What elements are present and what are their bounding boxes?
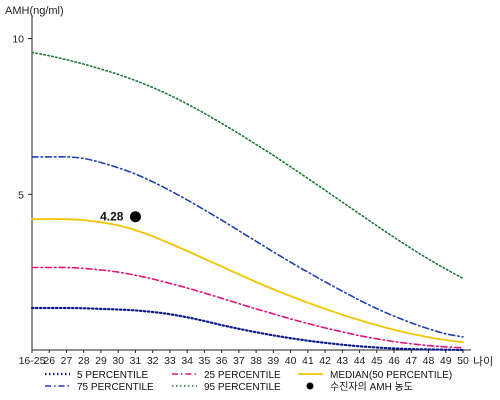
x-tick-label: 36 bbox=[216, 355, 228, 367]
legend-label: 수진자의 AMH 농도 bbox=[330, 381, 413, 393]
x-tick-label: 27 bbox=[61, 355, 73, 367]
series-layer bbox=[30, 51, 465, 352]
x-tick-label: 43 bbox=[336, 355, 348, 367]
x-tick-label: 46 bbox=[388, 355, 400, 367]
legend-label: 25 PERCENTILE bbox=[204, 370, 281, 381]
y-tick-label: 10 bbox=[12, 34, 24, 46]
x-tick-label: 42 bbox=[319, 355, 331, 367]
patient-amh-point bbox=[129, 211, 141, 223]
y-axis-title: AMH(ng/ml) bbox=[5, 5, 64, 17]
x-tick-label: 44 bbox=[354, 355, 366, 367]
y-tick-label: 5 bbox=[18, 189, 24, 201]
legend: 5 PERCENTILE 25 PERCENTILE MEDIAN(50 PERCE… bbox=[45, 370, 452, 393]
x-tick-label: 47 bbox=[405, 355, 417, 367]
legend-label: 95 PERCENTILE bbox=[204, 382, 281, 393]
series-line-median-50-percentile bbox=[31, 218, 464, 344]
series-line-75-percentile bbox=[31, 156, 464, 338]
x-tick-label: 37 bbox=[233, 355, 245, 367]
x-tick-label: 28 bbox=[78, 355, 90, 367]
x-tick-label: 31 bbox=[130, 355, 142, 367]
x-tick-label: 48 bbox=[423, 355, 435, 367]
legend-label: 5 PERCENTILE bbox=[77, 370, 148, 381]
patient-point-layer: 4.28 bbox=[100, 210, 141, 224]
x-tick-label: 16-25 bbox=[19, 355, 46, 367]
x-tick-label: 41 bbox=[302, 355, 314, 367]
series-line-5-percentile bbox=[30, 306, 465, 352]
legend-label: MEDIAN(50 PERCENTILE) bbox=[330, 370, 452, 381]
x-tick-label: 35 bbox=[199, 355, 211, 367]
x-tick-label: 29 bbox=[95, 355, 107, 367]
series-line-95-percentile bbox=[31, 51, 464, 280]
x-tick-label: 40 bbox=[285, 355, 297, 367]
x-tick-label: 30 bbox=[112, 355, 124, 367]
x-tick-label: 38 bbox=[250, 355, 262, 367]
x-tick-label: 32 bbox=[147, 355, 159, 367]
legend-label: 75 PERCENTILE bbox=[77, 382, 154, 393]
legend-swatch-point bbox=[306, 382, 314, 390]
x-tick-label: 34 bbox=[181, 355, 193, 367]
x-tick-label: 26 bbox=[43, 355, 55, 367]
series-line-25-percentile bbox=[31, 266, 464, 349]
x-tick-label: 49 bbox=[440, 355, 452, 367]
x-tick-label: 50 bbox=[457, 355, 469, 367]
x-tick-label: 39 bbox=[268, 355, 280, 367]
x-tick-label: 33 bbox=[164, 355, 176, 367]
x-tick-label: 45 bbox=[371, 355, 383, 367]
patient-amh-value-label: 4.28 bbox=[100, 210, 124, 224]
x-axis-title: 나이 bbox=[473, 355, 493, 368]
